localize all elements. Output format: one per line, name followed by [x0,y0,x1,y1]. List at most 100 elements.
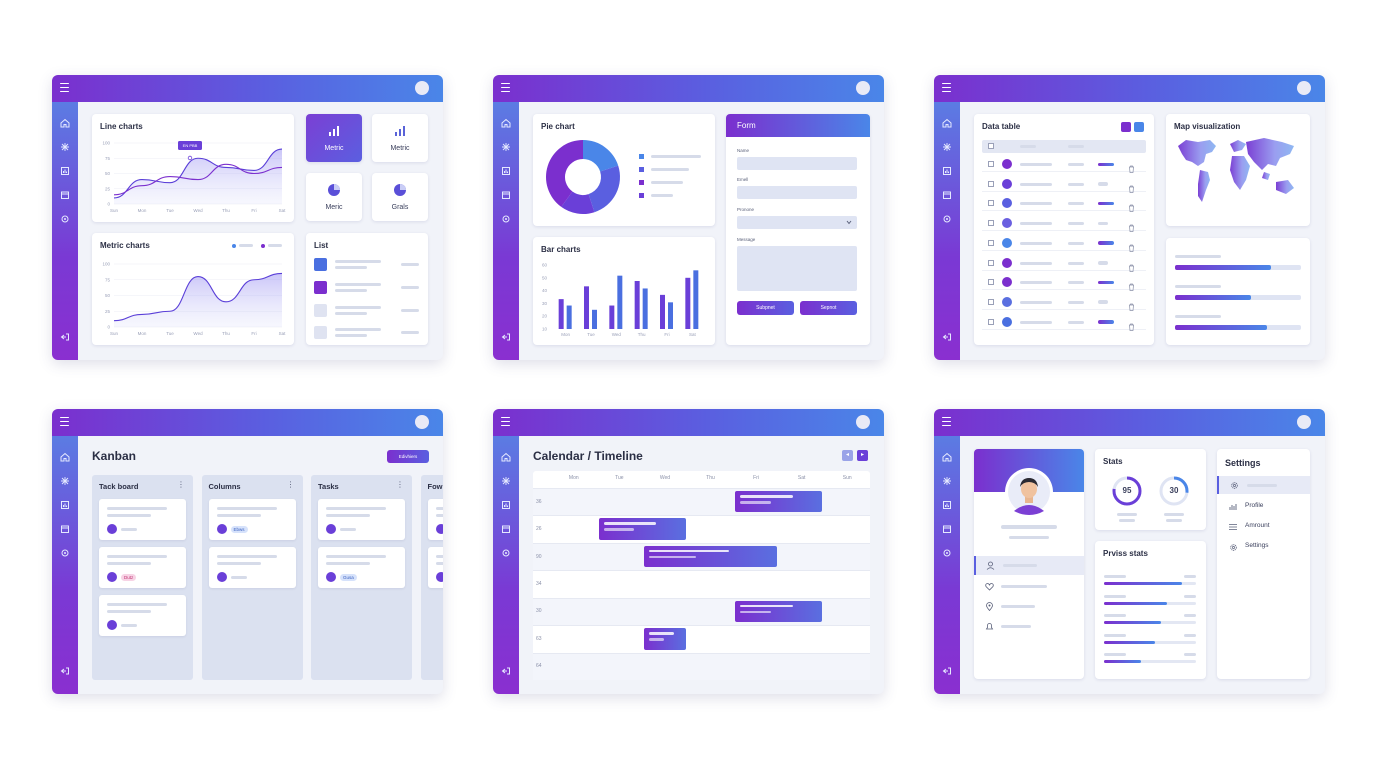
name-input[interactable] [737,157,857,170]
trash-icon[interactable] [1128,180,1135,193]
chart-icon[interactable] [501,500,511,510]
next-button[interactable]: ▸ [857,450,868,461]
edit-button[interactable]: Edivhiers [387,450,429,463]
home-icon[interactable] [60,118,70,128]
avatar[interactable] [1297,81,1311,95]
menu-icon[interactable] [60,417,69,426]
table-action-button[interactable] [1121,122,1131,132]
row-checkbox[interactable] [988,239,994,246]
trash-icon[interactable] [1128,199,1135,213]
task-card[interactable] [99,499,186,540]
apps-icon[interactable] [501,142,511,152]
logout-icon[interactable] [942,666,952,676]
chart-icon[interactable] [60,166,70,176]
trash-icon[interactable] [1128,318,1135,331]
row-checkbox[interactable] [988,259,994,266]
settings-menu-item-amount[interactable]: Amrount [1217,519,1310,535]
avatar[interactable] [415,415,429,429]
settings-icon[interactable] [60,214,70,224]
more-icon[interactable]: ⋮ [177,480,185,489]
profile-menu-item[interactable] [974,577,1084,596]
table-action-button[interactable] [1134,122,1144,132]
calendar-icon[interactable] [60,190,70,200]
apps-icon[interactable] [942,142,952,152]
message-textarea[interactable] [737,246,857,291]
more-icon[interactable]: ⋮ [396,480,404,489]
settings-icon[interactable] [501,548,511,558]
logout-icon[interactable] [60,666,70,676]
metric-tile-pie[interactable]: Meric [306,173,362,221]
menu-icon[interactable] [501,417,510,426]
calendar-icon[interactable] [942,190,952,200]
logout-icon[interactable] [60,332,70,342]
timeline-event[interactable] [735,600,823,623]
timeline-event[interactable] [598,518,686,540]
calendar-icon[interactable] [942,524,952,534]
submit-button[interactable]: Subpnet [737,301,794,315]
chart-icon[interactable] [60,500,70,510]
row-checkbox[interactable] [988,161,994,167]
chart-icon[interactable] [501,166,511,176]
settings-icon[interactable] [501,214,511,224]
task-card[interactable] [318,499,405,540]
trash-icon[interactable] [1128,298,1135,311]
menu-icon[interactable] [942,417,951,426]
task-card[interactable]: Dutz [99,547,186,588]
table-row[interactable] [982,314,1146,331]
chart-icon[interactable] [942,166,952,176]
row-checkbox[interactable] [988,200,994,207]
table-row[interactable] [982,156,1146,173]
calendar-icon[interactable] [501,190,511,200]
trash-icon[interactable] [1128,219,1135,232]
settings-menu-item-profile[interactable]: Profile [1217,499,1310,515]
profile-menu-item[interactable] [974,597,1084,616]
task-card[interactable] [208,547,296,588]
calendar-icon[interactable] [501,524,511,534]
home-icon[interactable] [942,118,952,128]
table-row[interactable] [982,294,1146,311]
row-checkbox[interactable] [988,220,994,227]
row-checkbox[interactable] [988,180,994,187]
table-row[interactable] [982,195,1146,213]
prev-button[interactable]: ◂ [842,450,853,461]
chart-icon[interactable] [942,500,952,510]
avatar[interactable] [415,81,429,95]
logout-icon[interactable] [942,332,952,342]
row-checkbox[interactable] [988,318,994,325]
settings-icon[interactable] [942,548,952,558]
table-row[interactable] [982,255,1146,272]
task-card[interactable]: Ebws [208,499,296,540]
table-row[interactable] [982,235,1146,252]
task-card[interactable] [427,499,443,540]
phone-select[interactable] [737,216,857,229]
avatar[interactable] [856,81,870,95]
profile-menu-item-active[interactable] [974,556,1084,575]
trash-icon[interactable] [1128,278,1135,292]
apps-icon[interactable] [501,476,511,486]
settings-menu-item-settings[interactable]: Settings [1217,539,1310,555]
home-icon[interactable] [501,118,511,128]
metric-tile[interactable]: Metric [372,114,428,162]
timeline-event[interactable] [644,628,686,650]
list-item[interactable] [314,303,420,319]
table-row[interactable] [982,274,1146,292]
task-card[interactable] [427,547,443,588]
settings-menu-item-active[interactable] [1217,476,1310,494]
trash-icon[interactable] [1128,160,1135,173]
list-item[interactable] [314,325,420,341]
timeline-event[interactable] [644,545,777,568]
send-button[interactable]: Sepnot [800,301,857,315]
menu-icon[interactable] [942,83,951,92]
profile-menu-item[interactable] [974,617,1084,636]
row-checkbox[interactable] [988,298,994,305]
select-all-checkbox[interactable] [988,143,994,149]
list-item[interactable] [314,257,420,273]
task-card[interactable] [99,595,186,636]
menu-icon[interactable] [501,83,510,92]
calendar-icon[interactable] [60,524,70,534]
metric-tile-primary[interactable]: Metric [306,114,362,162]
logout-icon[interactable] [501,666,511,676]
avatar[interactable] [1297,415,1311,429]
settings-icon[interactable] [942,214,952,224]
email-input[interactable] [737,186,857,199]
